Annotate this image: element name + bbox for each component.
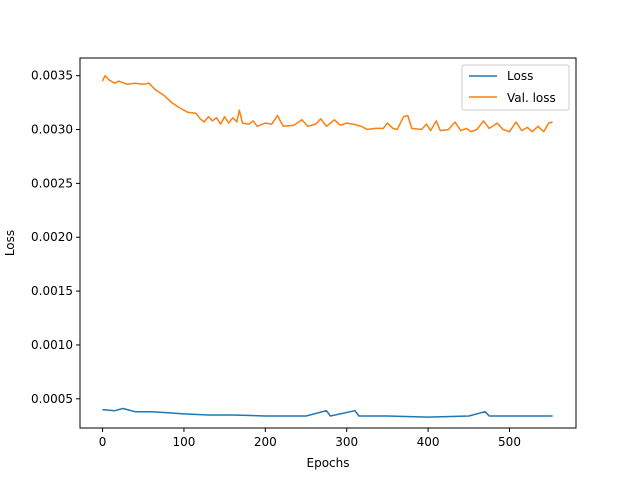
y-tick-label: 0.0010 [31, 338, 73, 352]
y-axis-label: Loss [3, 230, 17, 256]
x-axis-label: Epochs [307, 456, 350, 470]
y-tick-label: 0.0015 [31, 284, 73, 298]
series-line-loss [102, 407, 553, 418]
y-tick-label: 0.0025 [31, 176, 73, 190]
x-tick-label: 300 [335, 435, 358, 449]
series-line-val-loss [101, 74, 553, 133]
legend-label-loss: Loss [507, 69, 533, 83]
y-tick-label: 0.0030 [31, 123, 73, 137]
x-axis-ticks: 0 100 200 300 400 500 [99, 428, 521, 449]
x-tick-label: 0 [99, 435, 107, 449]
legend: Loss Val. loss [461, 64, 570, 111]
series-lines [101, 74, 553, 418]
y-axis-ticks: 0.0005 0.0010 0.0015 0.0020 0.0025 0.0030 0.00… [31, 69, 80, 406]
x-tick-label: 200 [254, 435, 277, 449]
y-tick-label: 0.0035 [31, 69, 73, 83]
x-tick-label: 100 [172, 435, 195, 449]
y-tick-label: 0.0020 [31, 230, 73, 244]
y-tick-label: 0.0005 [31, 392, 73, 406]
legend-label-val-loss: Val. loss [507, 91, 556, 105]
x-tick-label: 500 [498, 435, 521, 449]
x-tick-label: 400 [417, 435, 440, 449]
plot-frame [79, 57, 577, 429]
